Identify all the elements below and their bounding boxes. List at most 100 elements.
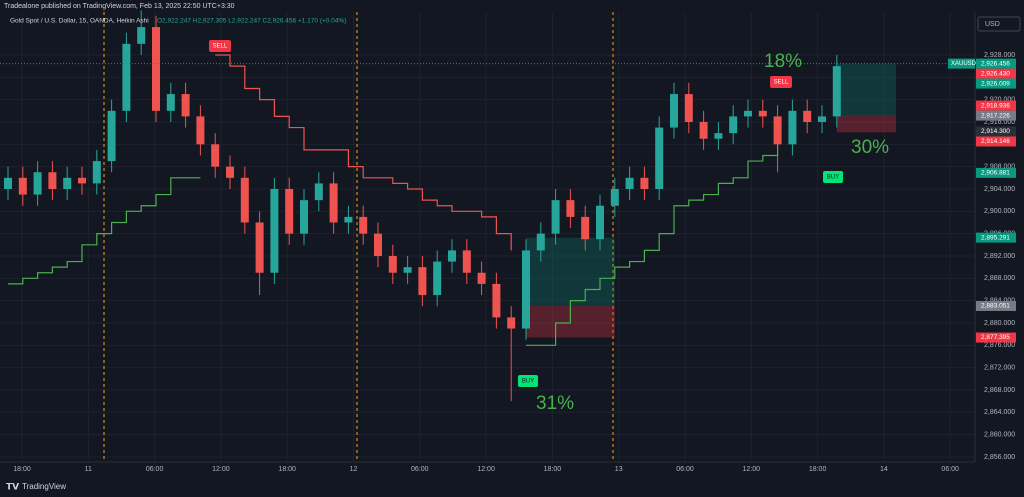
y-tick-label: 2,864.000: [984, 409, 1015, 416]
trail-line: [215, 54, 512, 251]
candle-body: [714, 133, 723, 139]
y-tick-label: 2,888.000: [984, 275, 1015, 282]
candle-body: [418, 267, 427, 296]
price-label: 2,926.009: [981, 80, 1010, 87]
candle-body: [374, 233, 382, 256]
x-tick-label: 12: [350, 466, 358, 473]
x-tick-label: 14: [880, 466, 888, 473]
candle-body: [640, 177, 649, 189]
candle-body: [773, 116, 782, 145]
y-tick-label: 2,860.000: [984, 431, 1015, 438]
candle-body: [240, 177, 249, 223]
candle-body: [226, 166, 234, 178]
y-tick-label: 2,928.000: [984, 52, 1015, 59]
candle-body: [92, 161, 101, 184]
candle-body: [359, 216, 368, 234]
candle-body: [522, 250, 530, 329]
candle-body: [477, 272, 486, 284]
candle-body: [344, 216, 353, 223]
price-label-box: [976, 232, 1016, 243]
candle-body: [492, 283, 501, 318]
symbol-tag-box: [948, 58, 975, 69]
candle-body: [803, 110, 812, 122]
sell-label: SELL: [774, 80, 789, 86]
candle-body: [18, 177, 27, 195]
candle-body: [196, 116, 205, 145]
price-label: 2,918.936: [981, 102, 1010, 109]
candle-body: [166, 94, 175, 111]
candle-body: [684, 94, 693, 122]
x-tick-label: 06:00: [676, 466, 694, 473]
currency[interactable]: USD: [985, 21, 1000, 28]
price-label: 2,926.456: [981, 60, 1010, 67]
sell-badge: [770, 76, 792, 88]
price-label: 2,877.395: [981, 334, 1010, 341]
candle-body: [152, 27, 160, 111]
annotation: 31%: [536, 393, 574, 414]
candle-body: [610, 188, 619, 206]
price-label-box: [976, 68, 1016, 79]
candle-body: [655, 127, 664, 189]
candle-body: [788, 110, 797, 145]
candle-body: [107, 110, 116, 162]
candle-body: [4, 177, 12, 189]
candle-body: [462, 250, 471, 273]
x-tick-label: 18:00: [278, 466, 296, 473]
symbol-tag: XAUUSD: [951, 61, 977, 67]
price-label-box: [976, 58, 1016, 69]
x-tick-label: 06:00: [941, 466, 959, 473]
annotation: 18%: [764, 51, 802, 72]
candle-body: [403, 267, 412, 273]
candle-body: [63, 177, 72, 189]
sell-badge: [209, 40, 231, 52]
candle-body: [33, 172, 42, 195]
candle-body: [285, 188, 294, 234]
y-tick-label: 2,856.000: [984, 454, 1015, 461]
x-tick-label: 18:00: [13, 466, 31, 473]
publisher: Tradealone published on TradingView.com,…: [4, 3, 235, 10]
candle-body: [48, 172, 57, 189]
price-label: 2,914.300: [981, 128, 1010, 135]
x-tick-label: 12:00: [477, 466, 495, 473]
price-label: 2,926.430: [981, 70, 1010, 77]
price-label: 2,906.881: [981, 170, 1010, 177]
stop-zone: [836, 115, 896, 133]
price-label-box: [976, 110, 1016, 121]
y-tick-label: 2,872.000: [984, 364, 1015, 371]
buy-badge: [518, 375, 538, 387]
buy-label: BUY: [522, 379, 534, 385]
x-tick-label: 06:00: [146, 466, 164, 473]
buy-label: BUY: [827, 175, 839, 181]
x-tick-label: 12:00: [212, 466, 230, 473]
candle-body: [581, 216, 590, 240]
currency-box[interactable]: [977, 16, 1021, 32]
x-tick-label: 13: [615, 466, 623, 473]
candle-body: [699, 121, 708, 139]
symbol: Gold Spot / U.S. Dollar, 15, OANDA, Heik…: [10, 18, 149, 25]
candle-body: [137, 27, 146, 44]
footer-logo: 𝗧𝗩: [6, 481, 19, 491]
price-label-box: [976, 100, 1016, 111]
candle-body: [566, 200, 575, 217]
y-tick-label: 2,876.000: [984, 342, 1015, 349]
y-tick-label: 2,908.000: [984, 163, 1015, 170]
candle-body: [181, 94, 190, 117]
y-tick-label: 2,904.000: [984, 186, 1015, 193]
candle-body: [536, 233, 545, 251]
candle-body: [211, 144, 220, 167]
candle-body: [255, 222, 264, 273]
price-label: 2,883.051: [981, 303, 1010, 310]
candle-body: [448, 250, 456, 262]
sell-label: SELL: [213, 44, 228, 50]
price-label-box: [976, 126, 1016, 137]
candle-body: [818, 116, 826, 122]
trail-line: [8, 144, 779, 346]
candle-body: [832, 66, 841, 117]
candle-body: [551, 200, 560, 234]
candle-body: [329, 183, 338, 223]
candle-body: [78, 177, 86, 184]
candle-body: [507, 317, 516, 329]
x-tick-label: 11: [85, 466, 92, 473]
